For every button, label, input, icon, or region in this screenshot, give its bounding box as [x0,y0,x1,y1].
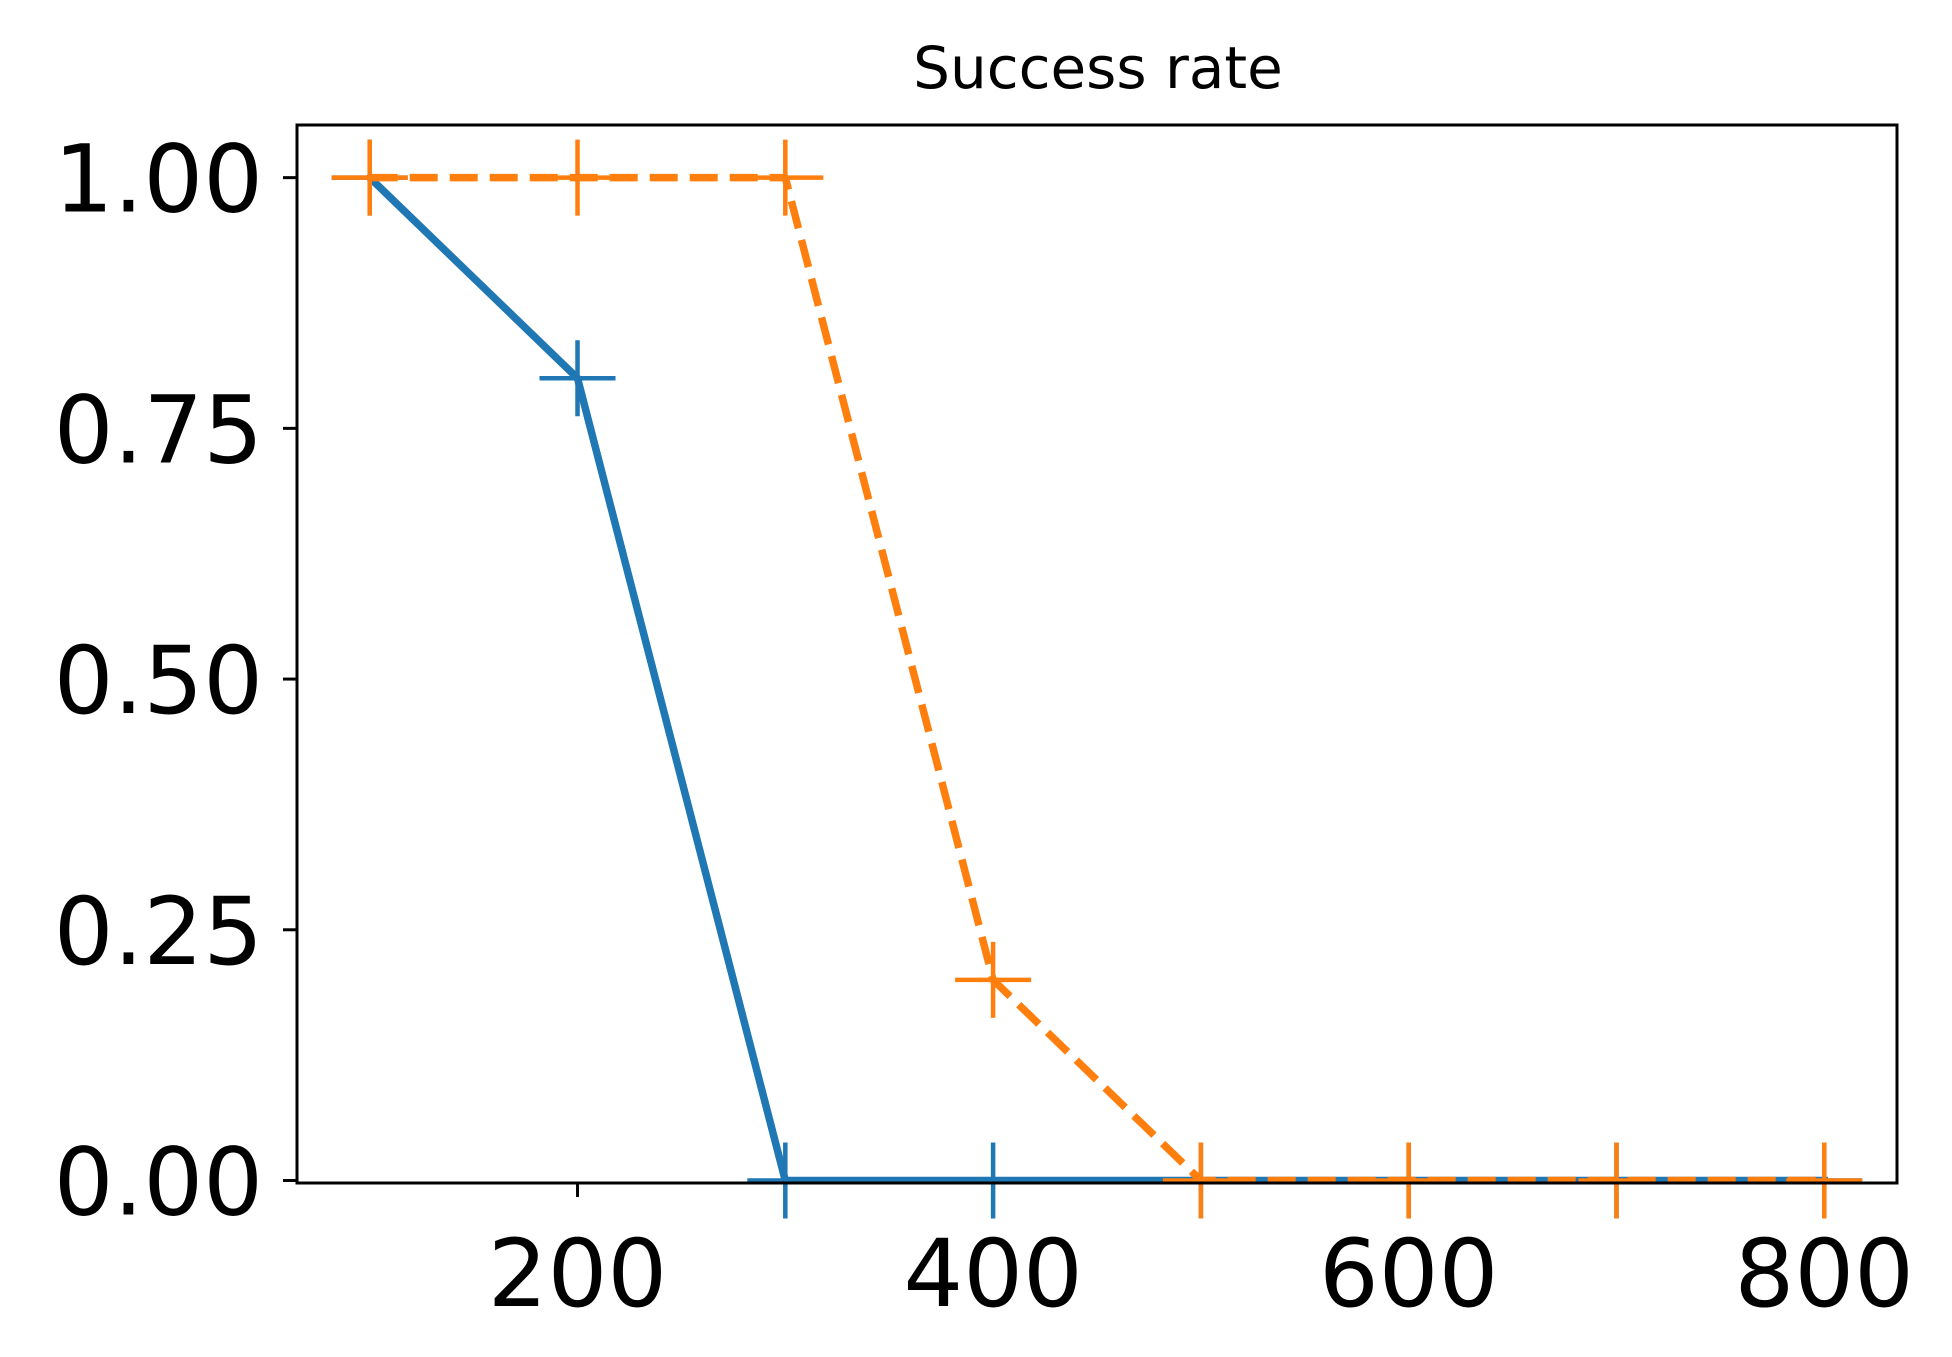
series-2-marker [1370,1142,1447,1219]
series-1-marker [955,1142,1032,1219]
series-1-line [364,172,1829,1185]
y-tick-label: 0.50 [54,627,263,736]
x-axis: 200 400 600 800 [488,1183,1914,1329]
x-tick-label: 800 [1735,1220,1914,1329]
series-2-marker [747,139,824,216]
series-2-marker [331,139,408,216]
series-2-line [369,173,1825,1185]
series-1-marker [539,340,616,417]
series-1-marker [747,1142,824,1219]
chart-title: Success rate [913,34,1283,102]
x-tick-label: 400 [903,1220,1082,1329]
y-tick-label: 1.00 [54,126,263,235]
plot-frame [295,123,1899,1185]
series-2-marker [1786,1142,1863,1219]
series-2-marker [539,139,616,216]
series-layer [331,139,1863,1219]
x-tick-label: 200 [488,1220,667,1329]
series-2-marker [1162,1142,1239,1219]
series-2-marker [1578,1142,1655,1219]
y-axis: 0.00 0.25 0.50 0.75 1.00 [54,126,297,1237]
series-2-marker [955,941,1032,1018]
x-tick-label: 600 [1319,1220,1498,1329]
y-tick-label: 0.00 [54,1128,263,1237]
y-tick-label: 0.75 [54,376,263,485]
y-tick-label: 0.25 [54,878,263,987]
